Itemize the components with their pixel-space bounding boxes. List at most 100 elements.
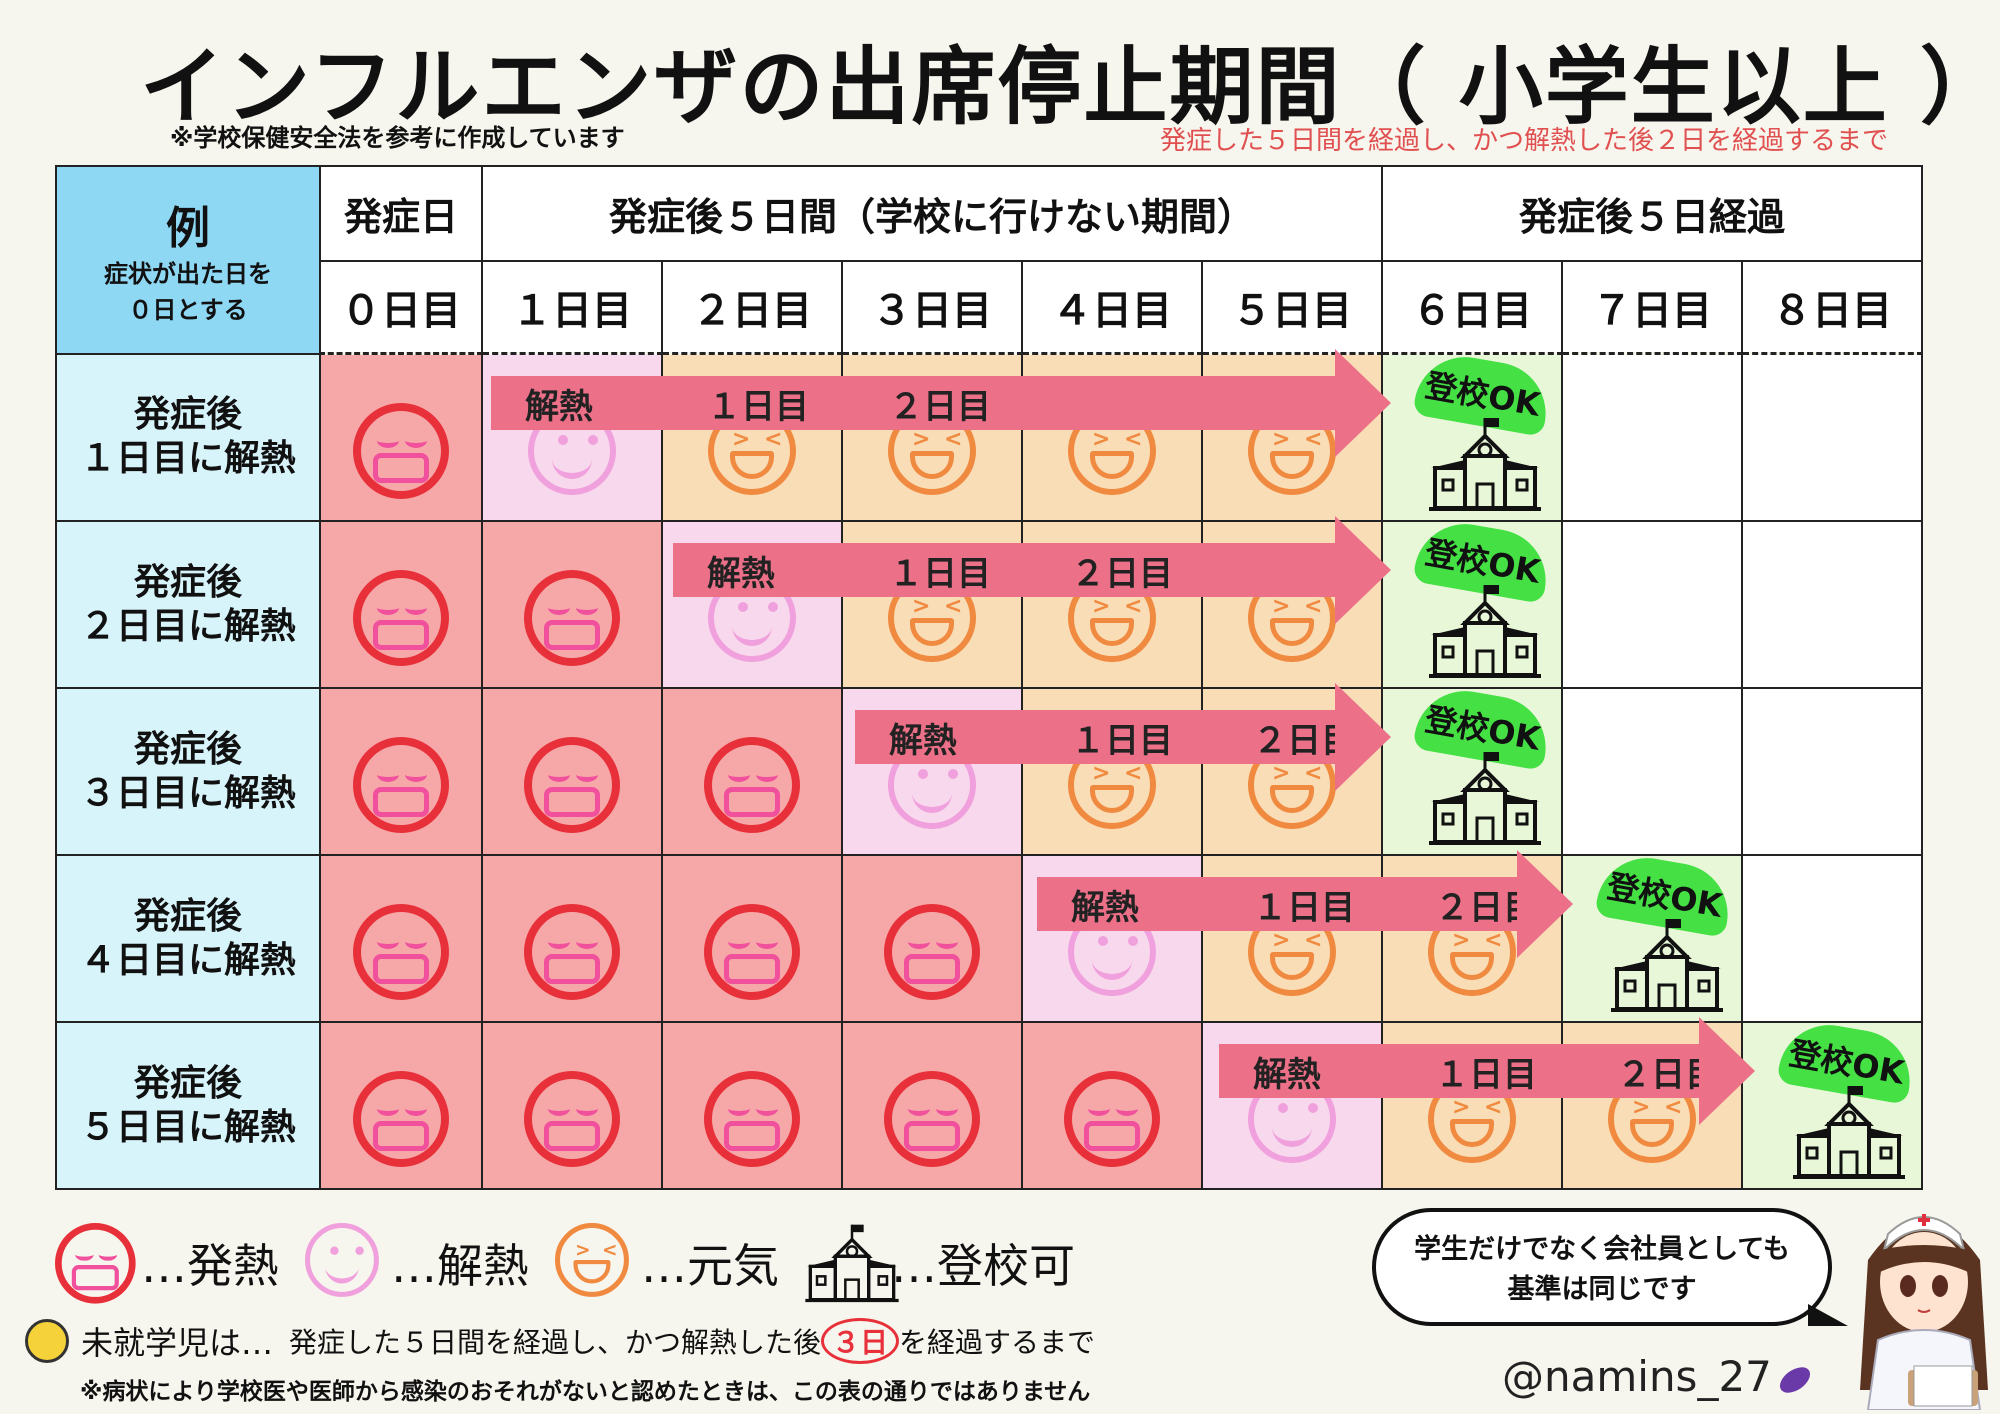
rule-text: 発症した５日間を経過し、かつ解熱した後２日を経過するまで [1160, 126, 1889, 156]
fever-face-icon [524, 1070, 620, 1167]
laugh-face-icon: > < [555, 1223, 635, 1303]
fever-face-icon [353, 569, 449, 666]
arrow-label: ２日目 [889, 386, 991, 427]
example-sub-2: ０日とする [128, 295, 248, 324]
school-icon [1429, 418, 1541, 511]
day-cell-empty [1741, 854, 1923, 1023]
example-cell: 例 症状が出た日を ０日とする [55, 165, 321, 355]
day-cell-fever [1021, 1021, 1203, 1190]
arrow-label: １日目 [1435, 1054, 1537, 1095]
row-label-2: ５日目に解熱 [79, 1106, 296, 1148]
day-cell-fever [319, 854, 483, 1023]
preschool-label: 未就学児は… [81, 1324, 274, 1362]
arrow-label: １日目 [707, 386, 809, 427]
arrow-label: ２日目 [1253, 720, 1355, 761]
day-header: ５日目 [1201, 260, 1383, 355]
fever-face-icon [704, 736, 800, 833]
smile-face-icon [305, 1223, 385, 1303]
fever-face-icon [353, 1070, 449, 1167]
arrow-label: 解熱 [889, 720, 957, 761]
recovery-arrow: 解熱 １日目 ２日目 [491, 349, 1391, 457]
preschool-note: 未就学児は… 発症した５日間を経過し、かつ解熱した後 ３日 を経過するまで [25, 1318, 1095, 1364]
legend-fever: …発熱 [55, 1223, 279, 1304]
day-cell-fever [319, 520, 483, 689]
fever-face-icon [524, 569, 620, 666]
day-cell-empty [1561, 687, 1743, 856]
arrow-label: 解熱 [707, 553, 775, 594]
fever-face-icon [704, 1070, 800, 1167]
day-cell-fever [319, 1021, 483, 1190]
legend-clear: …解熱 [305, 1223, 529, 1303]
row-label-2: ４日目に解熱 [79, 939, 296, 981]
legend-school-label: …登校可 [891, 1239, 1075, 1293]
arrow-label: １日目 [1253, 887, 1355, 928]
eggplant-icon [1775, 1361, 1815, 1398]
fever-face-icon [353, 736, 449, 833]
arrow-label: 解熱 [1071, 887, 1139, 928]
fever-face-icon [884, 903, 980, 1000]
day-header: ０日目 [319, 260, 483, 355]
bubble-line-2: 基準は同じです [1507, 1274, 1697, 1305]
arrow-label: 解熱 [525, 386, 593, 427]
preschool-rule-a: 発症した５日間を経過し、かつ解熱した後 [289, 1326, 822, 1359]
row-label: 発症後 １日目に解熱 [55, 352, 321, 522]
legend-genki-label: …元気 [641, 1239, 779, 1293]
school-icon [1611, 919, 1723, 1012]
source-note: ※学校保健安全法を参考に作成しています [170, 124, 625, 152]
day-cell-fever [481, 854, 663, 1023]
row-label-2: ３日目に解熱 [79, 772, 296, 814]
school-icon [1793, 1086, 1905, 1179]
fever-face-icon [524, 903, 620, 1000]
day-cell-fever [481, 687, 663, 856]
row-label: 発症後 ５日目に解熱 [55, 1021, 321, 1190]
day-header: ３日目 [841, 260, 1023, 355]
nurse-illustration [1860, 1214, 1988, 1410]
recovery-arrow: 解熱 １日目 ２日目 [1219, 1017, 1755, 1125]
school-icon [805, 1224, 899, 1303]
speech-bubble: 学生だけでなく会社員としても 基準は同じです [1372, 1208, 1848, 1326]
header-onset: 発症日 [319, 165, 483, 262]
day-header: １日目 [481, 260, 663, 355]
recovery-arrow: 解熱 １日目 ２日目 [855, 683, 1391, 791]
day-cell-fever [481, 1021, 663, 1190]
fever-face-icon [55, 1223, 136, 1304]
preschool-rule-days: ３日 [821, 1318, 900, 1364]
header-after: 発症後５日経過 [1381, 165, 1923, 262]
bubble-line-1: 学生だけでなく会社員としても [1414, 1234, 1790, 1265]
day-cell-fever [481, 520, 663, 689]
fever-face-icon [704, 903, 800, 1000]
day-cell-fever [841, 854, 1023, 1023]
fever-face-icon [55, 1223, 136, 1304]
legend-school: …登校可 [805, 1223, 1075, 1303]
row-label-2: ２日目に解熱 [79, 605, 296, 647]
row-label: 発症後 ３日目に解熱 [55, 687, 321, 856]
example-label: 例 [166, 202, 210, 254]
absence-table: 例 症状が出た日を ０日とする 発症日 発症後５日間（学校に行けない期間） 発症… [55, 165, 1923, 1190]
day-header: ８日目 [1741, 260, 1923, 355]
arrow-label: ２日目 [1617, 1054, 1719, 1095]
day-cell-empty [1561, 352, 1743, 522]
recovery-arrow: 解熱 １日目 ２日目 [1037, 850, 1573, 958]
day-header: ６日目 [1381, 260, 1563, 355]
day-cell-fever [661, 687, 843, 856]
header-period: 発症後５日間（学校に行けない期間） [481, 165, 1383, 262]
smile-face-icon [305, 1223, 379, 1297]
day-cell-empty [1561, 520, 1743, 689]
arrow-label: ２日目 [1071, 553, 1173, 594]
day-header: ４日目 [1021, 260, 1203, 355]
legend-fever-label: …発熱 [141, 1239, 279, 1293]
example-sub-1: 症状が出た日を [104, 259, 272, 288]
legend: …発熱 …解熱 > < …元気 …登校可 [55, 1218, 1101, 1308]
row-label-1: 発症後 [133, 728, 242, 770]
day-header: ２日目 [661, 260, 843, 355]
row-label-1: 発症後 [133, 561, 242, 603]
fever-face-icon [524, 736, 620, 833]
arrow-label: １日目 [889, 553, 991, 594]
day-cell-empty [1741, 352, 1923, 522]
row-label: 発症後 ２日目に解熱 [55, 520, 321, 689]
fever-face-icon [353, 903, 449, 1000]
laugh-face-icon: > < [555, 1223, 629, 1297]
page-title: インフルエンザの出席停止期間（ 小学生以上 ） [140, 38, 2000, 136]
fever-face-icon [353, 402, 449, 499]
school-icon [805, 1223, 899, 1303]
